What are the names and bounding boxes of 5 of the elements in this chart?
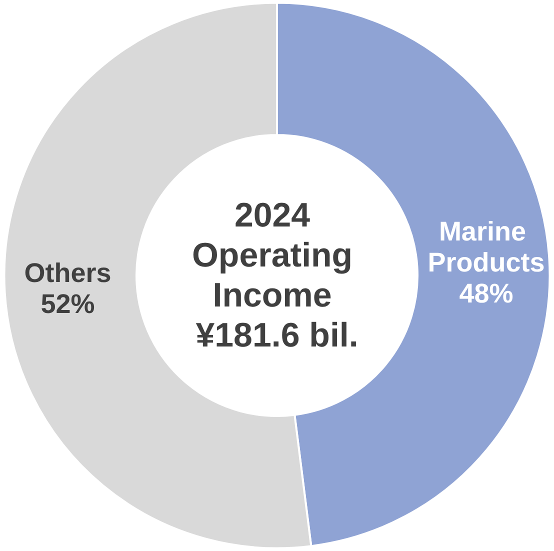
slice-label: Marine Products [428,216,545,278]
data-label: 52% [40,289,95,320]
slice-label: Others [24,258,112,288]
text: 2024 Operating Income ¥181.6 bil. [192,196,362,354]
data-label: 48% [459,278,514,308]
